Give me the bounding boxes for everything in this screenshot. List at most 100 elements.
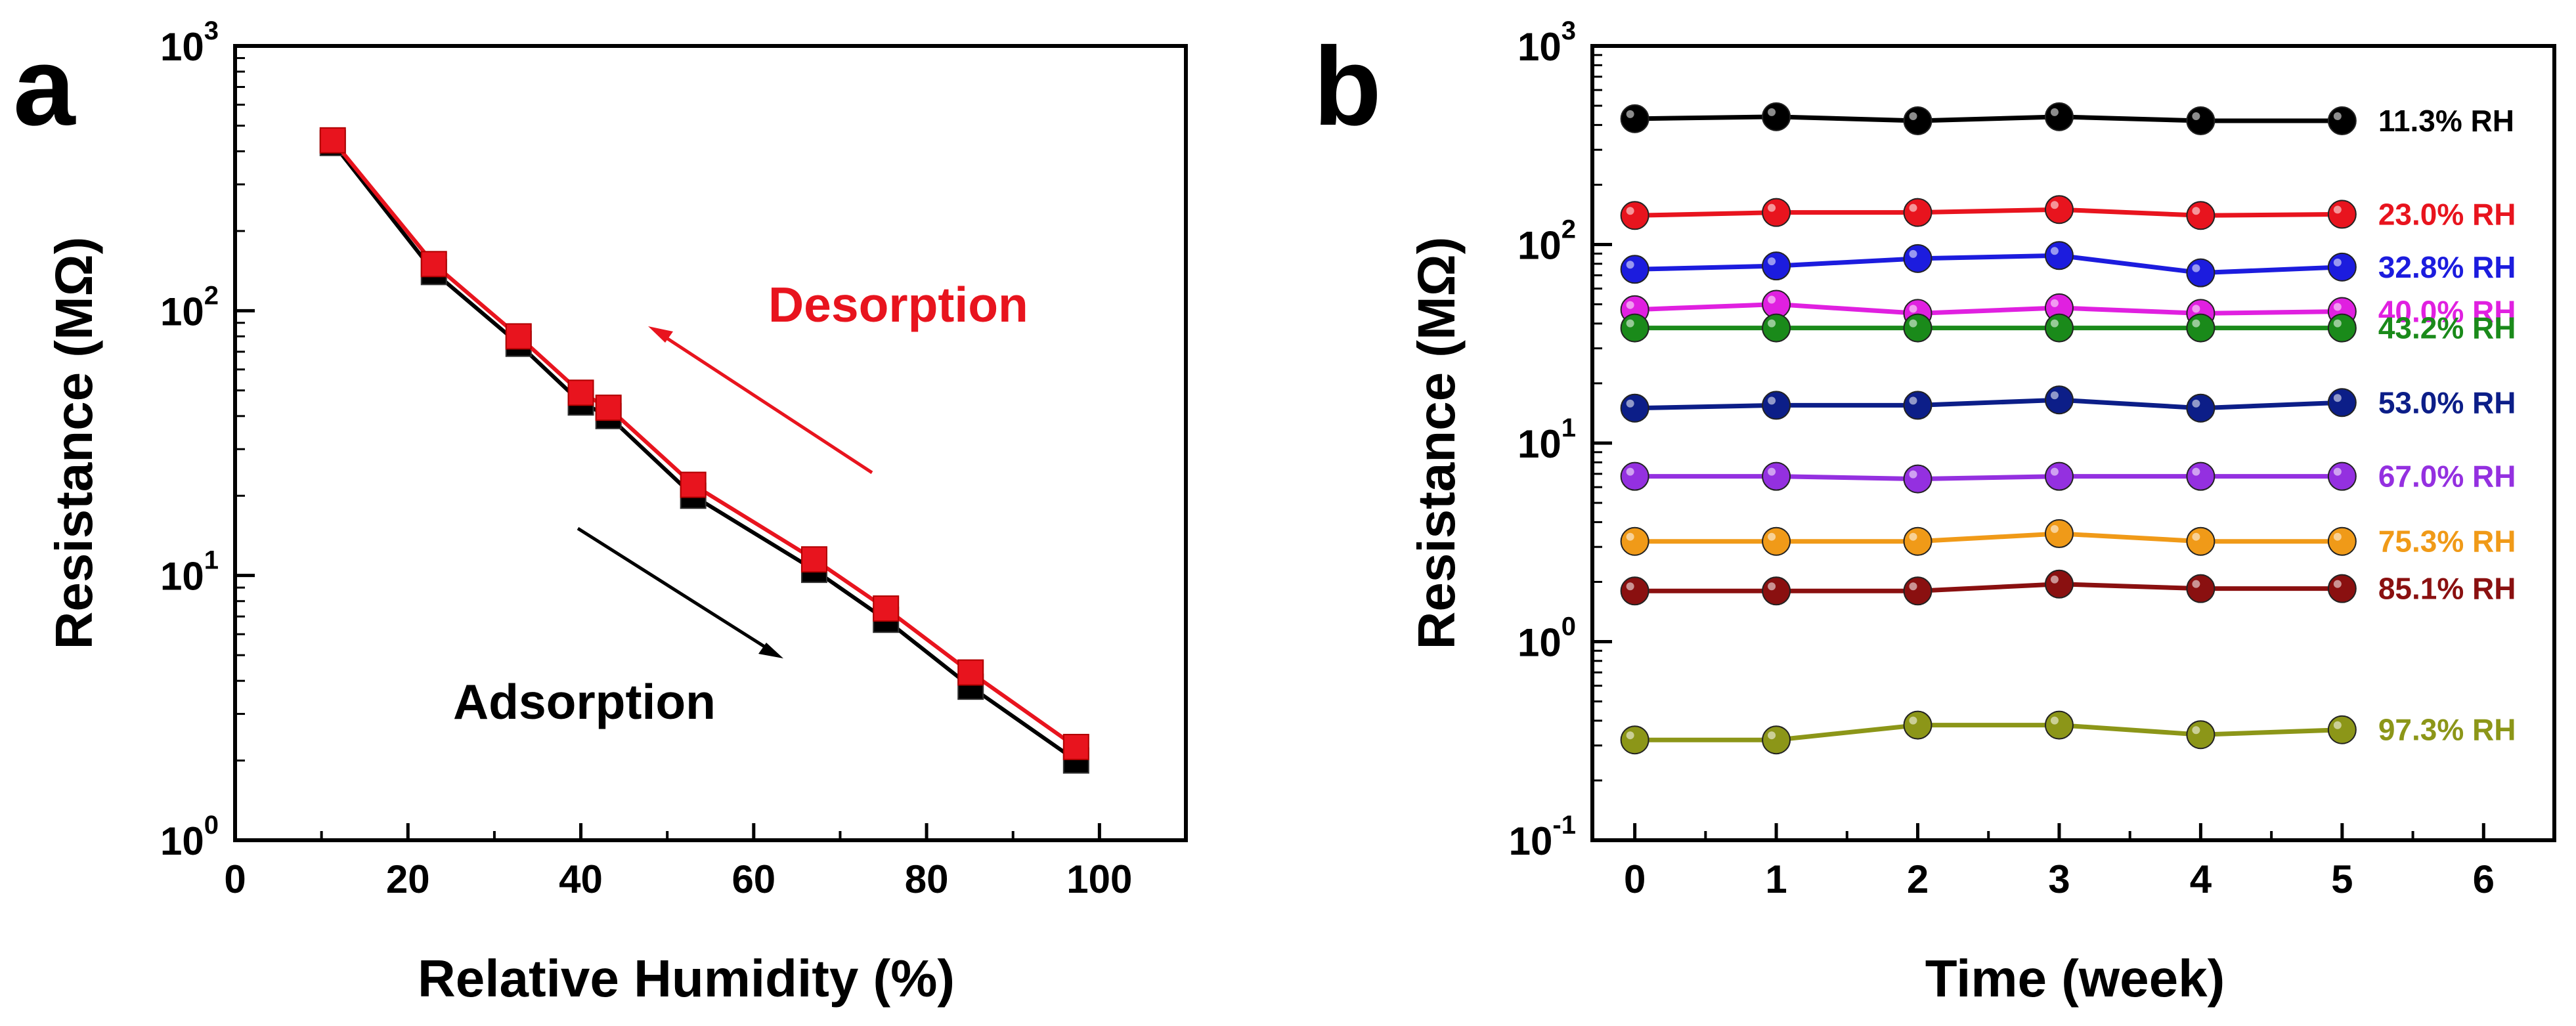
panel-b-marker [1620,393,1649,423]
panel-a-marker-desorption [800,546,827,573]
panel-b-marker-highlight [1768,731,1776,740]
panel-b-marker-highlight [2192,264,2200,272]
panel-b-marker [2044,461,2074,491]
panel-b-marker-highlight [2050,716,2059,725]
panel-b-series-line [1634,474,2342,482]
panel-b-marker [2186,313,2216,343]
panel-b-marker-highlight [1768,396,1776,405]
panel-b-marker-highlight [2050,108,2059,116]
panel-b-marker [2044,102,2074,131]
panel-b-marker [2044,710,2074,740]
panel-b-series-line [1634,302,2342,316]
panel-b-marker [1620,725,1649,755]
panel-b-marker [2327,252,2357,282]
panel-a-y-tick-label: 102 [160,281,219,333]
panel-b-x-tick-label: 3 [2048,857,2070,901]
panel-b-marker [1762,461,1791,491]
panel-b-marker [1903,464,1932,494]
panel-b-marker-highlight [2192,319,2200,328]
panel-b-marker [2327,313,2357,343]
panel-b-marker-highlight [1909,532,1917,541]
panel-b-series-label: 32.8% RH [2378,250,2516,284]
panel-b-marker-highlight [1768,108,1776,116]
panel-b-marker-highlight [2192,467,2200,476]
panel-b-series-label: 75.3% RH [2378,524,2516,559]
panel-b-marker-highlight [1626,399,1634,408]
panel-b-marker-highlight [1909,396,1917,405]
panel-b-series-label: 11.3% RH [2378,104,2514,138]
panel-b-marker [1903,710,1932,740]
panel-b-marker-highlight [1626,207,1634,215]
panel-letter-a: a [13,24,76,149]
panel-b-marker-highlight [2333,112,2342,120]
panel-b-marker [1620,461,1649,491]
panel-b-marker-highlight [1909,305,1917,313]
panel-b-marker [1762,526,1791,556]
panel-b-marker [1903,576,1932,606]
panel-b-series-line [1634,114,2342,123]
panel-b-series-label: 67.0% RH [2378,460,2516,494]
panel-b-marker-highlight [1768,532,1776,541]
panel-b-x-tick-label: 5 [2331,857,2353,901]
panel-b-marker-highlight [1626,582,1634,591]
panel-a-x-tick-label: 80 [905,857,949,901]
panel-b-marker-highlight [2333,580,2342,588]
desorption-annotation: Desorption [768,277,1028,332]
panel-a-plot-frame [233,44,1188,842]
panel-a-marker-desorption [567,379,594,406]
panel-b-series-line [1634,207,2342,218]
panel-b-marker [1620,255,1649,284]
panel-b-x-tick-label: 6 [2473,857,2495,901]
panel-b-marker-highlight [1909,470,1917,479]
panel-b-marker-highlight [2050,247,2059,255]
panel-b-marker-highlight [2050,201,2059,209]
panel-b-marker [2186,393,2216,423]
panel-a-marker-desorption [595,395,622,421]
panel-b-series-label: 43.2% RH [2378,311,2516,345]
panel-b-marker-highlight [2192,305,2200,313]
panel-b-marker [1903,391,1932,420]
panel-b-series-line [1634,253,2342,276]
panel-b-marker-highlight [1626,261,1634,269]
panel-a-x-tick-label: 40 [559,857,603,901]
panel-a-marker-desorption [505,323,532,350]
adsorption-arrow [577,526,776,655]
panel-b-marker [2327,526,2357,556]
panel-b-marker-highlight [2050,299,2059,307]
panel-b-marker-highlight [1909,319,1917,328]
panel-b-marker-highlight [2192,207,2200,215]
panel-b-marker-highlight [1909,249,1917,258]
panel-a-x-axis-title: Relative Humidity (%) [418,949,955,1008]
panel-b-marker [2186,720,2216,750]
panel-b-marker [2044,195,2074,224]
panel-a-y-tick-label: 101 [160,546,219,599]
panel-b-marker [2186,201,2216,230]
panel-a-y-axis-title: Resistance (MΩ) [45,237,103,650]
panel-b-marker [1620,104,1649,133]
panel-b-marker-highlight [2333,319,2342,328]
panel-b-marker-highlight [1626,110,1634,118]
panel-b-marker-highlight [2192,532,2200,541]
panel-b-marker [1762,313,1791,343]
panel-b-marker-highlight [2192,580,2200,588]
panel-b-marker-highlight [2050,575,2059,584]
panel-b-marker-highlight [2333,394,2342,402]
panel-b-marker [2186,574,2216,603]
panel-a-x-tick-label: 0 [224,857,246,901]
panel-a-marker-desorption [1062,733,1089,760]
panel-b-marker-highlight [2333,467,2342,476]
adsorption-annotation: Adsorption [453,674,716,729]
adsorption-arrowhead [758,643,783,658]
panel-b-marker-highlight [1909,716,1917,725]
panel-b-marker-highlight [2192,399,2200,408]
panel-a-x-tick-label: 100 [1066,857,1132,901]
panel-b-marker-highlight [2333,303,2342,311]
panel-b-series-label: 23.0% RH [2378,197,2516,231]
panel-b-marker [2327,461,2357,491]
panel-b-marker [1620,313,1649,343]
panel-a-series-line-adsorption [331,141,1078,763]
panel-b-marker-highlight [1909,112,1917,120]
panel-b-marker [1620,201,1649,230]
panel-b-marker-highlight [2192,726,2200,735]
panel-b-marker-highlight [1626,731,1634,740]
